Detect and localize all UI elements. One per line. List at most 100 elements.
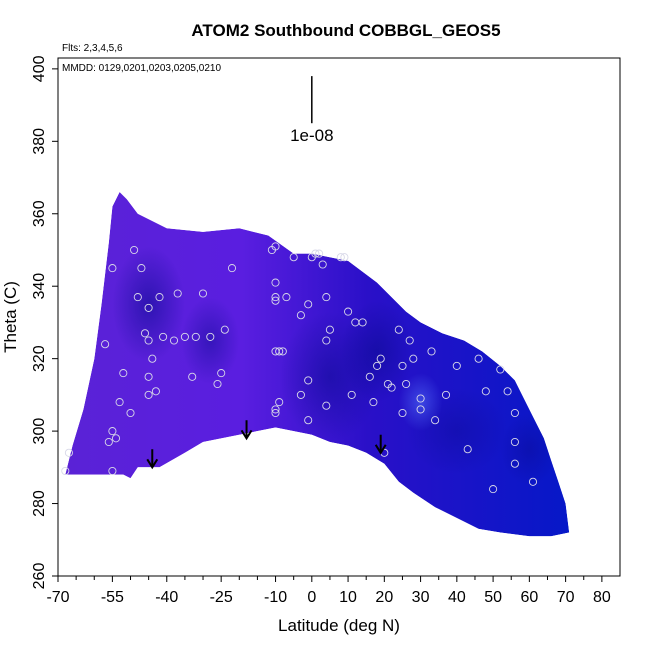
data-point [130,245,139,255]
flight-arrows [146,420,387,470]
data-point [481,387,490,396]
data-point [296,311,305,320]
data-point [227,264,237,273]
dark-region-5 [500,412,559,486]
data-point [278,347,287,356]
data-point [441,390,451,399]
data-point [304,376,313,385]
data-point [108,264,117,273]
y-tick-label: 380 [31,128,48,155]
data-point [151,387,160,396]
data-point [271,242,280,251]
x-tick-label: 60 [520,589,538,606]
data-point [427,347,436,356]
x-tick-label: 80 [593,589,611,606]
data-point [271,296,280,305]
heatmap-field [65,192,570,537]
data-point [387,383,396,392]
data-point [140,329,150,338]
data-point [275,347,284,356]
x-tick-label: -40 [155,589,178,606]
data-point [169,336,179,345]
x-tick-label: 20 [375,589,393,606]
flight-arrow-1 [240,420,253,441]
data-point [173,289,182,298]
data-point [304,416,313,425]
data-point [398,361,407,370]
data-point [409,354,418,363]
data-point [347,390,356,399]
data-point [289,253,298,262]
data-point [191,332,200,341]
flights-annotation: Flts: 2,3,4,5,6 [62,43,123,54]
x-tick-label: -70 [46,589,69,606]
x-tick-label: 50 [484,589,502,606]
chart-title: ATOM2 Southbound COBBGL_GEOS5 [191,21,500,40]
data-point [416,405,425,414]
y-tick-label: 360 [31,200,48,227]
data-point [398,408,407,418]
data-point [416,394,425,403]
data-point [282,293,291,302]
data-point [271,293,280,302]
data-point [137,264,146,273]
data-point [126,408,135,418]
data-point [322,293,331,302]
observation-points [61,242,538,494]
data-point [275,398,284,407]
y-tick-label: 280 [31,490,48,517]
data-point [474,354,483,363]
data-point [198,289,208,298]
data-point [510,437,519,447]
data-point [528,477,538,486]
data-point [376,354,385,363]
data-point [322,336,331,345]
data-point [271,408,280,418]
y-tick-label: 300 [31,418,48,445]
plot-frame [57,57,621,577]
data-point [108,427,117,436]
dark-region-3 [340,300,414,403]
x-tick-label: -10 [264,589,287,606]
y-axis-label: Theta (C) [1,281,20,353]
data-point [503,387,512,396]
data-point [217,369,226,378]
data-point [144,390,153,399]
data-point [452,361,461,370]
y-tick-label: 320 [31,345,48,372]
data-point [115,398,124,407]
data-point [358,318,367,327]
data-point [180,332,189,341]
data-point [510,408,519,418]
y-tick-label: 260 [31,563,48,590]
data-point [104,437,113,447]
data-point [206,332,215,341]
data-point [402,379,411,389]
data-point [365,372,374,381]
data-point [144,372,153,381]
data-point [311,249,320,258]
x-tick-label: 40 [448,589,466,606]
data-point [271,278,280,287]
data-point [489,485,498,494]
data-point [322,401,331,410]
data-point [159,332,168,341]
data-point [119,369,128,378]
data-point [144,303,153,312]
data-point [325,325,334,334]
x-tick-label: 0 [307,589,316,606]
data-point [340,253,349,262]
data-point [510,459,519,468]
flight-arrow-0 [146,449,159,470]
data-point [133,293,142,302]
data-point [144,336,153,345]
x-tick-label: -55 [101,589,124,606]
scale-label: 1e-08 [290,126,333,145]
dates-annotation: MMDD: 0129,0201,0203,0205,0210 [62,63,221,74]
data-point [369,398,378,407]
y-tick-label: 400 [31,55,48,82]
x-tick-label: 10 [339,589,357,606]
x-axis: -70 -55 -40 -25 -10 0 10 20 30 40 50 60 70 80 [46,576,611,606]
data-point [394,325,403,334]
